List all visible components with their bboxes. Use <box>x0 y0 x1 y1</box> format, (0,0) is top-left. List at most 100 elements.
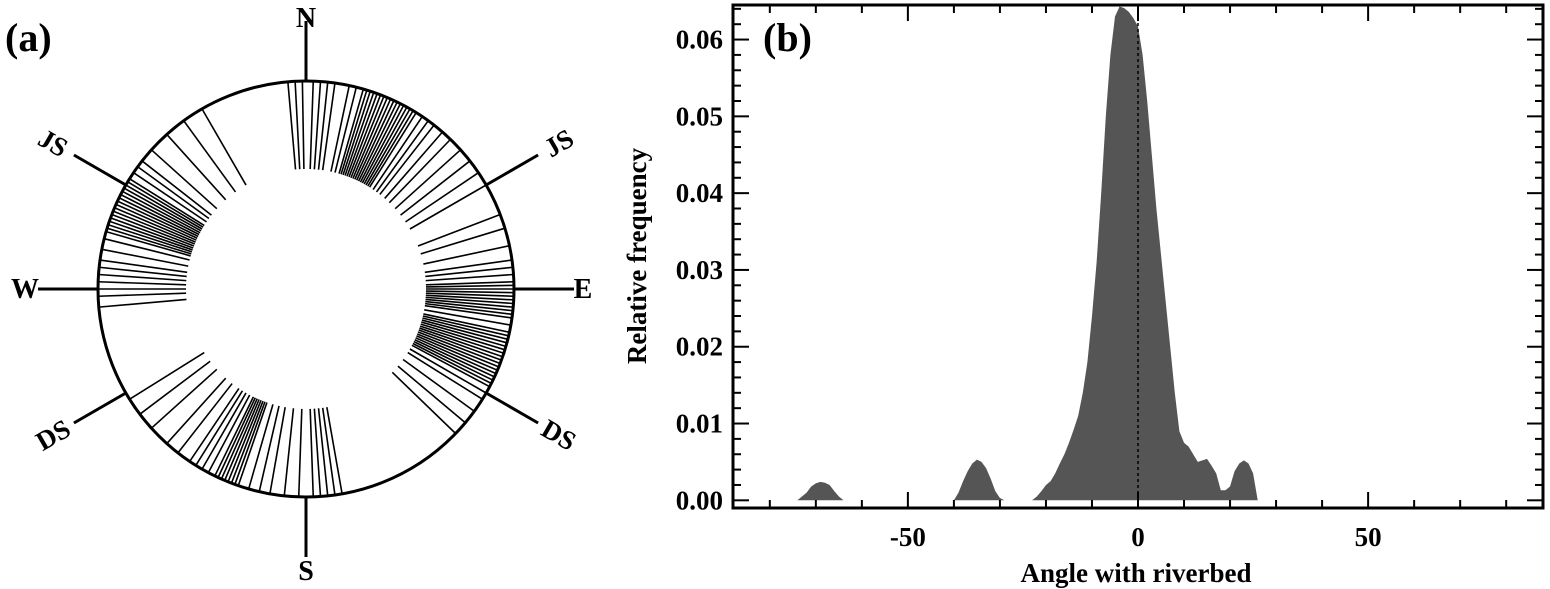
rose-orientation-line <box>388 138 452 204</box>
rose-orientation-line <box>368 112 417 188</box>
direction-s-label: S <box>298 556 314 587</box>
rose-orientation-line <box>98 280 187 286</box>
rose-orientation-line <box>363 106 408 185</box>
rose-orientation-line <box>195 390 244 466</box>
rose-orientation-line <box>425 280 514 286</box>
rose-orientation-line <box>416 335 498 372</box>
rose-orientation-line <box>321 82 336 171</box>
rose-orientation-line <box>361 104 405 184</box>
rose-orientation-line <box>425 266 513 278</box>
rose-orientation-line <box>237 402 268 486</box>
rose-orientation-line <box>309 81 315 170</box>
rose-orientation-line <box>420 323 506 351</box>
rose-orientation-line <box>342 90 372 176</box>
rose-orientation-line <box>207 394 251 474</box>
rose-orientation-line <box>425 298 514 308</box>
rose-orientation-line <box>425 294 514 301</box>
frequency-area-series <box>797 6 1258 501</box>
rose-orientation-line <box>424 259 513 274</box>
rose-orientation-line <box>400 160 471 216</box>
rose-lines <box>98 81 514 497</box>
rose-orientation-line <box>313 81 322 170</box>
rose-orientation-line <box>107 223 193 253</box>
rose-orientation-line <box>422 315 509 337</box>
rose-orientation-line <box>141 160 212 216</box>
rose-orientation-line <box>317 408 329 496</box>
y-tick-label: 0.03 <box>676 255 723 285</box>
y-axis-ticks: 0.00 0.01 0.02 0.03 0.04 0.05 0.06 <box>676 7 1543 515</box>
rose-orientation-line <box>105 230 191 257</box>
rose-marker-tick <box>73 153 127 187</box>
rose-orientation-line <box>357 101 398 182</box>
rose-marker-tick <box>485 153 539 187</box>
rose-orientation-line <box>189 388 240 462</box>
rose-orientation-line <box>417 331 501 365</box>
x-axis-title: Angle with riverbed <box>1021 558 1252 588</box>
rose-orientation-line <box>150 149 218 210</box>
rose-orientation-line <box>321 407 336 496</box>
y-tick-label: 0.06 <box>676 25 723 55</box>
rose-orientation-line <box>409 348 487 394</box>
rose-orientation-line <box>129 178 205 227</box>
rose-orientation-line <box>407 351 483 400</box>
rose-orientation-line <box>334 86 358 173</box>
rose-orientation-line <box>423 313 510 334</box>
rose-orientation-line <box>121 190 201 234</box>
rose-orientation-line <box>294 81 301 170</box>
rose-orientation-line <box>106 227 192 255</box>
rose-orientation-line <box>223 399 260 481</box>
rose-orientation-line <box>424 309 511 326</box>
rose-orientation-line <box>101 248 189 267</box>
rose-orientation-line <box>348 94 382 178</box>
rose-orientation-line <box>139 360 211 415</box>
rose-orientation-line <box>309 408 315 497</box>
rose-orientation-line <box>415 337 497 375</box>
rose-orientation-line <box>359 103 402 183</box>
rose-orientation-line <box>183 120 237 193</box>
rose-orientation-line <box>220 398 258 480</box>
y-tick-label: 0.02 <box>676 332 723 362</box>
rose-orientation-line <box>201 108 247 186</box>
rose-orientation-line <box>234 401 266 485</box>
rose-orientation-line <box>352 97 389 179</box>
rose-orientation-line <box>166 377 227 445</box>
rose-orientation-line <box>117 200 198 240</box>
rose-orientation-line <box>425 296 514 305</box>
rose-orientation-line <box>409 184 487 230</box>
rose-orientation-line <box>420 227 506 255</box>
rose-orientation-line <box>372 116 423 190</box>
rose-orientation-line <box>402 358 475 412</box>
x-tick-label: -50 <box>890 522 926 552</box>
direction-w-label: W <box>11 274 39 305</box>
rose-orientation-line <box>338 88 365 174</box>
rose-orientation-line <box>355 100 395 181</box>
rose-orientation-line <box>425 273 514 282</box>
rose-marker-label: DS <box>31 413 76 456</box>
rose-orientation-line <box>118 197 199 238</box>
rose-orientation-line <box>375 120 429 193</box>
rose-orientation-line <box>177 383 233 454</box>
rose-orientation-line <box>367 110 414 187</box>
rose-orientation-line <box>227 399 262 483</box>
rose-orientation-line <box>301 81 305 170</box>
rose-orientation-line <box>137 166 210 220</box>
rose-orientation-line <box>123 187 202 232</box>
rose-orientation-line <box>424 304 513 319</box>
rose-orientation-line <box>120 193 200 236</box>
rose-orientation-line <box>313 408 322 497</box>
rose-orientation-line <box>115 203 197 241</box>
rose-orientation-line <box>247 404 274 490</box>
x-axis-ticks: -50 0 50 <box>768 5 1508 552</box>
rose-orientation-line <box>98 273 187 282</box>
rose-orientation-line <box>297 408 303 497</box>
rose-orientation-line <box>330 85 351 172</box>
rose-orientation-line <box>109 220 193 251</box>
rose-orientation-line <box>425 284 514 288</box>
rose-orientation-line <box>425 290 514 294</box>
rose-orientation-line <box>365 108 411 186</box>
rose-marker-tick <box>485 391 539 425</box>
rose-orientation-line <box>103 237 190 261</box>
rose-orientation-line <box>214 396 255 477</box>
direction-e-label: E <box>574 274 593 305</box>
rose-orientation-line <box>129 351 205 400</box>
